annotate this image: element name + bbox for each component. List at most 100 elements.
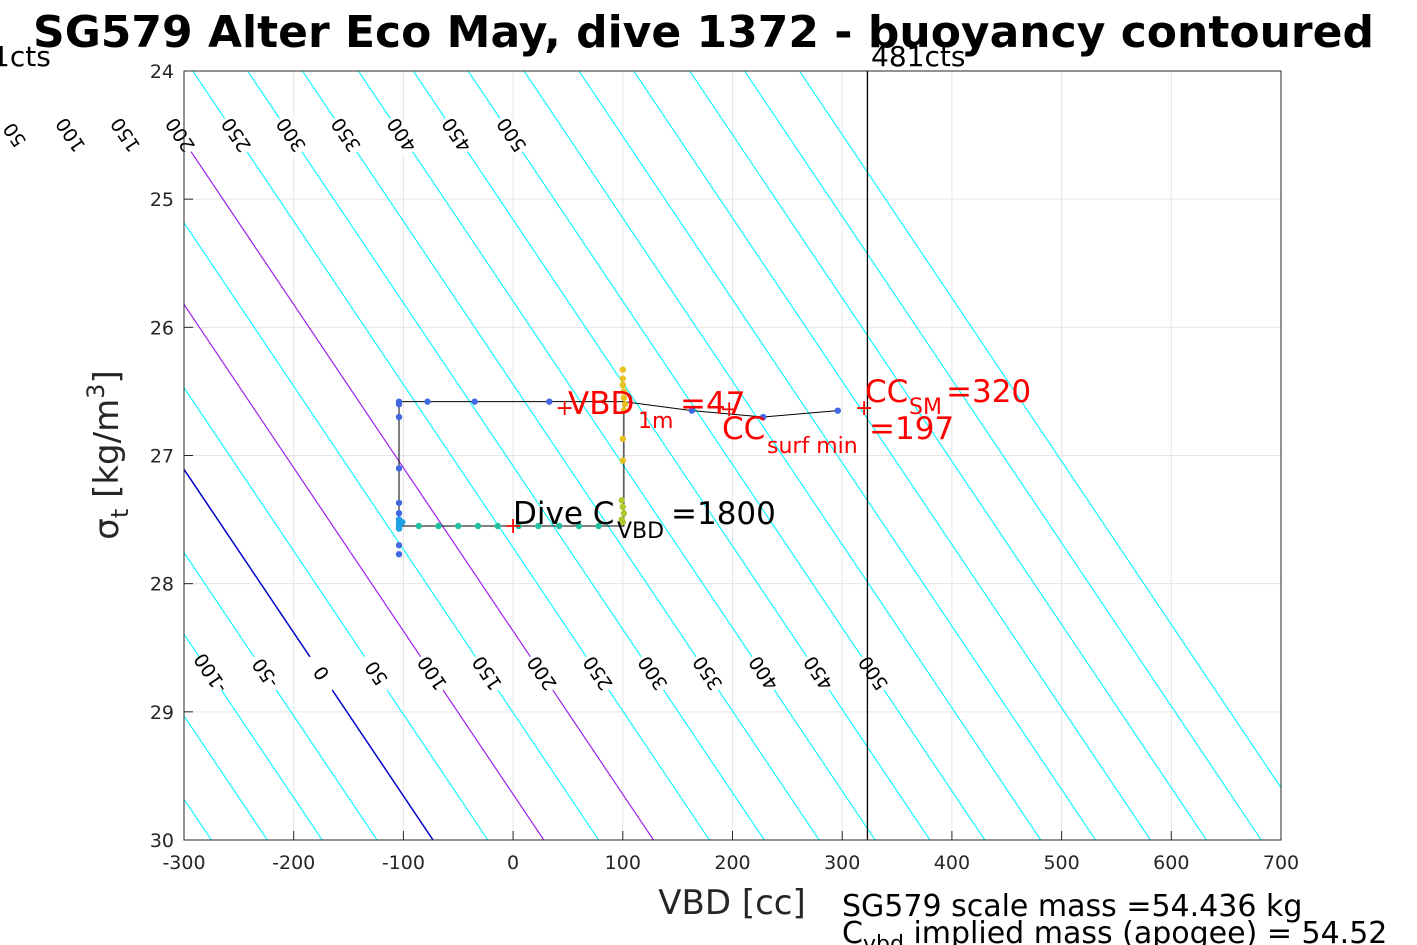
x-tick-label: 400 bbox=[934, 852, 970, 874]
data-point bbox=[555, 522, 563, 530]
svg-text:=47: =47 bbox=[680, 386, 745, 422]
contour-label-bg bbox=[217, 113, 255, 157]
contour-line bbox=[689, 71, 1207, 840]
data-point bbox=[688, 407, 696, 414]
contour-line bbox=[578, 71, 1097, 840]
data-point bbox=[474, 522, 482, 530]
y-tick-label: 28 bbox=[150, 574, 174, 596]
x-tick-label: -200 bbox=[272, 852, 315, 874]
data-point bbox=[834, 407, 842, 414]
contour-label-bg bbox=[161, 113, 199, 157]
data-points bbox=[395, 366, 842, 558]
data-point bbox=[546, 398, 553, 405]
implied-mass-text: Cvbd implied mass (apogee) = 54.52 bbox=[842, 916, 1387, 945]
scale-mass-text: SG579 scale mass =54.436 kg bbox=[842, 889, 1302, 924]
x-tick-label: 100 bbox=[605, 852, 641, 874]
y-tick-label: 24 bbox=[150, 61, 174, 83]
contour-label-bg bbox=[492, 113, 530, 157]
svg-text:=197: =197 bbox=[869, 411, 954, 447]
data-point bbox=[395, 525, 403, 532]
contour-line bbox=[302, 71, 820, 840]
dive-c-vbd-annotation: Dive C VBD =1800 bbox=[513, 496, 776, 544]
data-point bbox=[619, 375, 626, 382]
contour-line bbox=[0, 71, 157, 840]
data-point bbox=[395, 413, 403, 421]
contour-label-bg bbox=[382, 113, 421, 157]
contour-label-bg bbox=[744, 651, 782, 696]
red-markers bbox=[506, 401, 872, 533]
data-point bbox=[619, 518, 626, 526]
data-point bbox=[621, 401, 629, 408]
contour-label-bg bbox=[0, 113, 33, 157]
contour-label-bg bbox=[302, 651, 340, 696]
svg-text:Dive C: Dive C bbox=[513, 496, 614, 532]
x-tick-label: 0 bbox=[507, 852, 519, 874]
vbd-max-counts-label: 481cts bbox=[871, 40, 965, 73]
data-point bbox=[395, 401, 403, 408]
x-tick-label: -100 bbox=[382, 852, 425, 874]
y-tick-label: 27 bbox=[150, 446, 174, 468]
contour-line bbox=[633, 71, 1151, 840]
contour-label-bg bbox=[578, 651, 617, 696]
svg-text:σt [kg/m3]: σt [kg/m3] bbox=[82, 370, 134, 539]
svg-text:VBD: VBD bbox=[617, 519, 664, 544]
data-point bbox=[619, 381, 626, 389]
contour-label-bg bbox=[799, 651, 837, 696]
data-point bbox=[535, 522, 542, 530]
contour-label-bg bbox=[413, 651, 451, 696]
contour-label-bg bbox=[106, 113, 144, 157]
contour-line bbox=[184, 303, 545, 840]
x-tick-label: 700 bbox=[1263, 852, 1299, 874]
data-point bbox=[620, 394, 628, 402]
data-point bbox=[471, 398, 478, 405]
buoyancy-contours bbox=[0, 71, 1281, 840]
contour-line bbox=[523, 71, 1042, 840]
contour-label-bg bbox=[437, 113, 475, 157]
x-tick-label: 500 bbox=[1043, 852, 1079, 874]
data-point bbox=[395, 499, 403, 507]
data-point bbox=[618, 497, 625, 504]
data-point bbox=[760, 413, 767, 421]
data-point bbox=[620, 407, 628, 414]
y-tick-label: 29 bbox=[150, 702, 174, 724]
axis-ticks: -300 -200 -100 0 100 200 300 400 500 600 700 24 25 26… bbox=[150, 61, 1299, 874]
contour-label-bg bbox=[246, 651, 284, 696]
x-tick-label: 600 bbox=[1153, 852, 1189, 874]
contour-label-bg bbox=[468, 651, 506, 696]
plus-marker bbox=[722, 402, 737, 417]
data-point bbox=[619, 503, 626, 510]
contour-label-bg bbox=[272, 113, 310, 157]
data-point bbox=[494, 522, 501, 530]
svg-text:=320: =320 bbox=[946, 374, 1031, 410]
cc-surf-min-annotation: CC surf min =197 bbox=[722, 411, 954, 459]
svg-text:VBD: VBD bbox=[568, 386, 634, 422]
chart-title: SG579 Alter Eco May, dive 1372 - buoyanc… bbox=[33, 7, 1374, 58]
y-tick-label: 30 bbox=[150, 830, 174, 852]
svg-text:CC: CC bbox=[722, 411, 765, 447]
vbd-1m-annotation: VBD 1m =47 bbox=[568, 386, 745, 434]
x-axis-label: VBD [cc] bbox=[658, 883, 806, 923]
contour-line bbox=[192, 71, 710, 840]
data-point bbox=[424, 398, 431, 405]
data-point bbox=[415, 522, 422, 530]
vbd-min-counts-label: 1cts bbox=[0, 40, 51, 73]
y-tick-label: 25 bbox=[150, 189, 174, 211]
contour-line bbox=[247, 71, 765, 840]
data-point bbox=[455, 522, 462, 530]
data-point bbox=[595, 522, 602, 530]
svg-text:1m: 1m bbox=[638, 409, 673, 434]
contour-label-bg bbox=[633, 651, 671, 696]
data-point bbox=[435, 522, 442, 530]
surface-path bbox=[623, 401, 838, 418]
contour-line bbox=[412, 71, 931, 840]
contour-line bbox=[184, 221, 600, 840]
data-point bbox=[619, 435, 626, 443]
contour-label-bg bbox=[191, 651, 229, 696]
contour-line bbox=[744, 71, 1262, 840]
svg-text:CC: CC bbox=[865, 374, 908, 410]
cc-sm-annotation: CC SM =320 bbox=[865, 374, 1031, 420]
svg-text:=1800: =1800 bbox=[671, 496, 776, 532]
data-point bbox=[620, 509, 628, 517]
x-tick-label: 200 bbox=[714, 852, 750, 874]
